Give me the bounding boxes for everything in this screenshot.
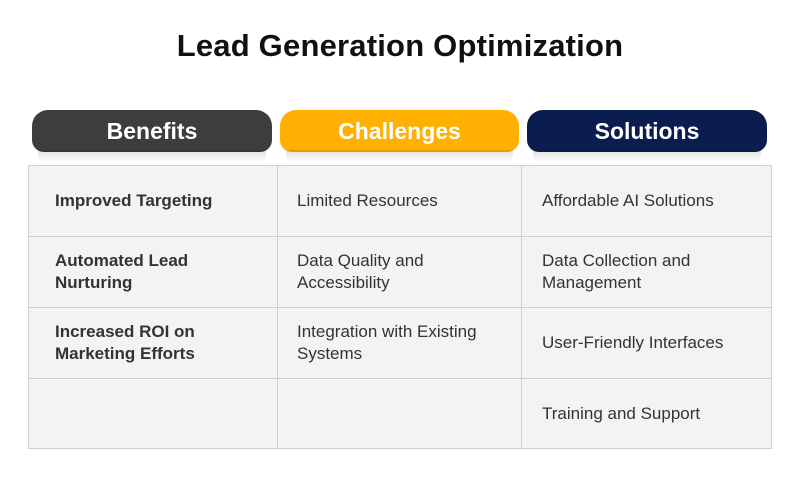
benefits-header-label: Benefits bbox=[106, 117, 198, 144]
comparison-table: Improved Targeting Limited Resources Aff… bbox=[28, 165, 772, 449]
solution-cell: Data Collection and Management bbox=[522, 237, 771, 308]
page-title: Lead Generation Optimization bbox=[176, 28, 624, 63]
challenge-cell: Integration with Existing Systems bbox=[278, 308, 522, 379]
solutions-header-label: Solutions bbox=[594, 117, 700, 144]
solution-cell: Training and Support bbox=[542, 403, 701, 423]
solutions-header: Solutions bbox=[527, 110, 767, 162]
benefits-header: Benefits bbox=[32, 110, 272, 162]
benefit-cell: Improved Targeting bbox=[29, 166, 278, 237]
solutions-header-shadow bbox=[533, 150, 761, 162]
solution-cell: User-Friendly Interfaces bbox=[522, 308, 771, 379]
challenges-header: Challenges bbox=[280, 110, 519, 162]
benefit-cell: Automated Lead Nurturing bbox=[29, 237, 278, 308]
solution-cell: Affordable AI Solutions bbox=[522, 166, 771, 237]
challenge-cell: Limited Resources bbox=[278, 166, 522, 237]
benefits-header-shadow bbox=[38, 150, 266, 162]
challenge-cell: Data Quality and Accessibility bbox=[278, 237, 522, 308]
challenges-header-label: Challenges bbox=[338, 117, 461, 144]
benefit-cell bbox=[29, 379, 278, 448]
challenges-header-shadow bbox=[286, 150, 513, 162]
challenge-cell bbox=[278, 379, 522, 448]
benefit-cell: Increased ROI on Marketing Efforts bbox=[29, 308, 278, 379]
